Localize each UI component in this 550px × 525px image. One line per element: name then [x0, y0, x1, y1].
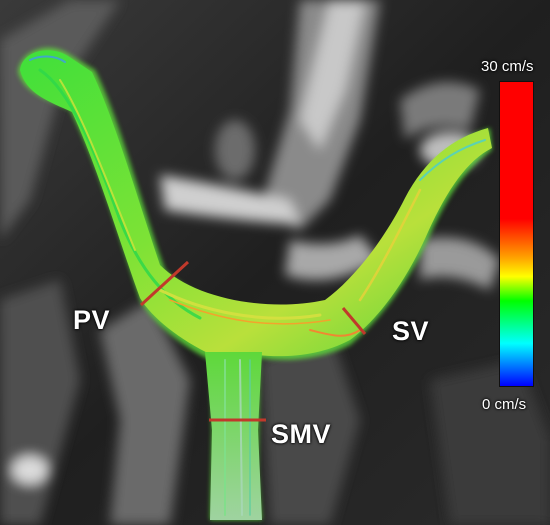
sv-label: SV [392, 316, 430, 346]
smv-label: SMV [271, 419, 332, 449]
vessel-tree [18, 47, 492, 520]
sv-marker-line [341, 307, 367, 335]
pv-marker-line [139, 260, 190, 307]
superior-mesenteric-vein [205, 352, 262, 520]
pv-label: PV [73, 305, 111, 335]
colorbar-max-label: 30 cm/s [481, 58, 534, 75]
velocity-colorbar [499, 81, 534, 387]
colorbar-min-label: 0 cm/s [482, 396, 527, 413]
